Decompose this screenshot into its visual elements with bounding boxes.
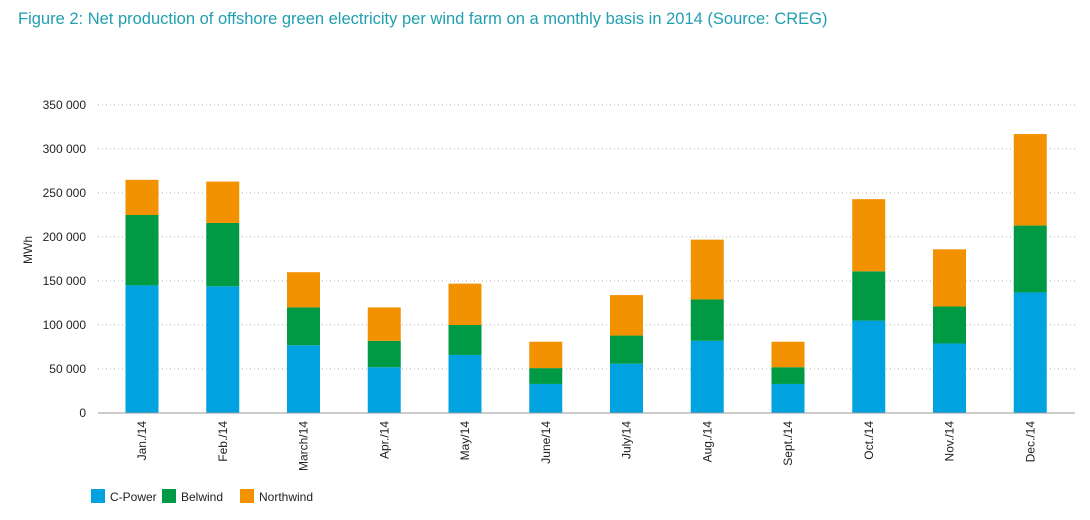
bar-segment-belwind [529, 368, 563, 384]
legend-swatch [162, 489, 176, 503]
y-axis-label: MWh [21, 236, 35, 264]
y-tick-label: 200 000 [43, 230, 87, 244]
bar-segment-northwind [610, 295, 643, 336]
bar-segment-northwind [933, 249, 966, 307]
y-tick-label: 350 000 [43, 98, 87, 112]
bar-segment-c-power [367, 367, 401, 413]
bar-segment-belwind [448, 325, 482, 355]
bar-segment-c-power [1013, 292, 1047, 413]
bar-segment-northwind [771, 341, 805, 368]
bar-segment-belwind [206, 222, 240, 287]
chart-title: Figure 2: Net production of offshore gre… [18, 10, 828, 28]
bar-segment-c-power [933, 343, 966, 413]
legend-label: C-Power [110, 490, 157, 504]
y-tick-label: 0 [79, 406, 86, 420]
bar-segment-belwind [125, 215, 159, 286]
x-tick-label: Jan./14 [135, 421, 149, 461]
x-tick-label: Nov./14 [943, 421, 957, 462]
bar-segment-belwind [690, 299, 724, 341]
bar-segment-northwind [852, 199, 886, 272]
bar-segment-northwind [287, 272, 320, 308]
x-tick-label: May/14 [458, 421, 472, 461]
bar-segment-northwind [1013, 134, 1047, 226]
legend-swatch [91, 489, 105, 503]
legend-swatch [240, 489, 254, 503]
legend: C-Power Belwind Northwind [91, 489, 313, 504]
bar-segment-northwind [367, 307, 401, 341]
bar-segment-belwind [610, 335, 643, 364]
bar-segment-belwind [367, 340, 401, 368]
bar-segment-northwind [448, 283, 482, 325]
x-tick-label: March/14 [297, 421, 311, 471]
legend-label: Belwind [181, 490, 223, 504]
bar-segment-belwind [287, 307, 320, 346]
bar-segment-c-power [690, 340, 724, 413]
x-tick-label: Feb./14 [216, 421, 230, 462]
legend-label: Northwind [259, 490, 313, 504]
bar-segment-c-power [529, 383, 563, 413]
x-tick-label: Sept./14 [781, 421, 795, 466]
bar-segment-c-power [206, 286, 240, 413]
bar-segment-northwind [690, 239, 724, 300]
bar-segment-c-power [448, 354, 482, 413]
bar-segment-northwind [125, 179, 159, 215]
bar-segment-belwind [933, 306, 966, 344]
y-tick-label: 100 000 [43, 318, 87, 332]
x-tick-label: Aug./14 [700, 421, 714, 463]
y-tick-label: 250 000 [43, 186, 87, 200]
bar-segment-c-power [125, 285, 159, 413]
bar-segment-c-power [287, 345, 320, 413]
y-tick-label: 150 000 [43, 274, 87, 288]
y-tick-label: 300 000 [43, 142, 87, 156]
bar-segment-c-power [771, 383, 805, 413]
x-tick-label: Oct./14 [862, 421, 876, 460]
gridlines [98, 104, 1075, 370]
bar-segment-belwind [852, 271, 886, 321]
x-tick-label: Dec./14 [1023, 421, 1037, 463]
y-axis-ticks: 0 50 000 100 000 150 000 200 000 250 000 300 0… [43, 98, 87, 420]
bar-segment-northwind [529, 341, 563, 369]
bars [125, 134, 1047, 413]
x-tick-label: Apr./14 [377, 421, 391, 459]
bar-segment-northwind [206, 181, 240, 223]
x-tick-label: June/14 [539, 421, 553, 464]
bar-segment-c-power [610, 363, 643, 413]
bar-segment-c-power [852, 320, 886, 413]
x-tick-label: July/14 [620, 421, 634, 459]
y-tick-label: 50 000 [49, 362, 86, 376]
bar-segment-belwind [771, 367, 805, 384]
x-axis-ticks: Jan./14 Feb./14 March/14 Apr./14 May/14 June/… [135, 421, 1037, 471]
bar-segment-belwind [1013, 225, 1047, 293]
